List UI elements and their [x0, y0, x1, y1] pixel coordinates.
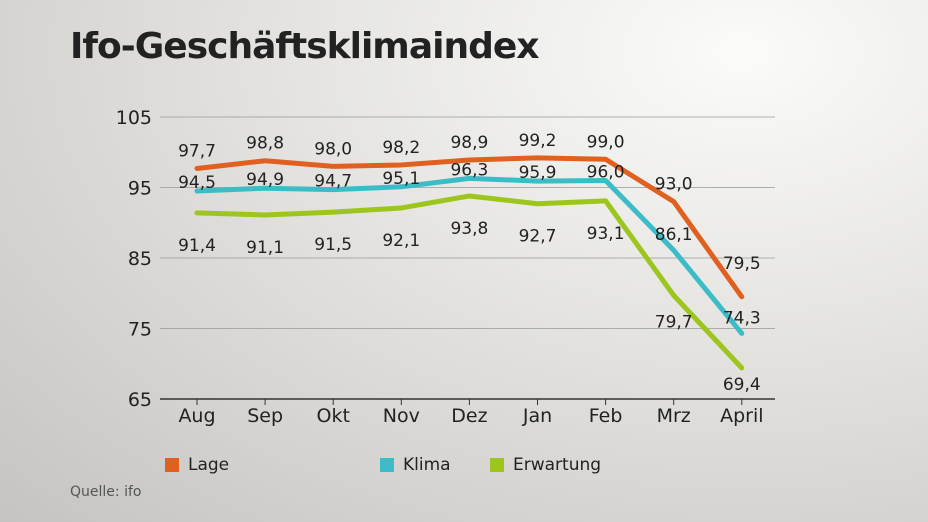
y-tick-label: 85	[128, 248, 152, 270]
series-line-erwartung	[194, 193, 745, 371]
y-tick-label: 95	[128, 178, 152, 200]
x-tick-label: Nov	[383, 405, 420, 427]
x-tick-label: April	[720, 405, 763, 427]
legend-label: Klima	[403, 455, 451, 475]
x-tick-label: Mrz	[657, 405, 691, 427]
source-note: Quelle: ifo	[70, 484, 142, 500]
data-label: 95,1	[382, 169, 420, 189]
data-label: 98,0	[314, 139, 352, 159]
data-label: 91,4	[178, 236, 216, 256]
data-label: 94,5	[178, 173, 216, 193]
legend-swatch	[380, 458, 394, 472]
y-tick-label: 65	[128, 389, 152, 411]
series-line-lage	[194, 155, 745, 300]
data-label: 91,1	[246, 238, 284, 258]
data-label: 91,5	[314, 235, 352, 255]
data-label: 95,9	[519, 163, 557, 183]
data-label: 93,0	[655, 175, 693, 195]
data-label: 92,7	[519, 227, 557, 247]
data-label: 93,1	[587, 224, 625, 244]
data-label: 79,5	[723, 254, 761, 274]
legend-item-lage: Lage	[165, 455, 380, 475]
data-label: 96,3	[450, 160, 488, 180]
data-label: 98,8	[246, 134, 284, 154]
legend-label: Erwartung	[513, 455, 602, 475]
x-tick-label: Sep	[247, 405, 283, 427]
data-label: 86,1	[655, 225, 693, 245]
data-label: 74,3	[723, 308, 761, 328]
data-label: 94,9	[246, 170, 284, 190]
x-tick-label: Dez	[451, 405, 487, 427]
x-tick-label: Feb	[589, 405, 623, 427]
legend-swatch	[490, 458, 504, 472]
data-label: 69,4	[723, 375, 761, 395]
legend-label: Lage	[188, 455, 230, 475]
series-line-klima	[194, 175, 745, 336]
legend-swatch	[165, 458, 179, 472]
data-label: 94,7	[314, 172, 352, 192]
data-label: 96,0	[587, 162, 625, 182]
y-tick-label: 105	[116, 107, 152, 129]
x-tick-label: Okt	[316, 405, 349, 427]
y-tick-label: 75	[128, 319, 152, 341]
chart-title: Ifo-Geschäftsklimaindex	[70, 26, 539, 67]
data-label: 99,2	[519, 131, 557, 151]
data-label: 79,7	[655, 312, 693, 332]
data-label: 98,9	[450, 133, 488, 153]
data-label: 99,0	[587, 132, 625, 152]
data-label: 98,2	[382, 138, 420, 158]
x-tick-label: Jan	[522, 405, 552, 427]
data-label: 97,7	[178, 141, 216, 161]
legend: Lage Klima Erwartung	[165, 455, 705, 475]
legend-item-erwartung: Erwartung	[490, 455, 705, 475]
legend-item-klima: Klima	[380, 455, 490, 475]
data-label: 93,8	[450, 219, 488, 239]
data-label: 92,1	[382, 231, 420, 251]
x-tick-label: Aug	[178, 405, 215, 427]
